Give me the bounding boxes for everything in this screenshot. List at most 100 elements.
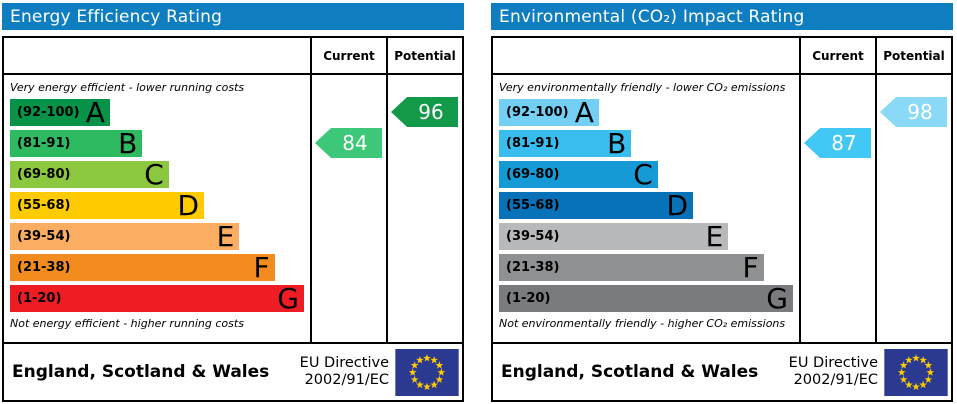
potential-column: 98 xyxy=(875,75,951,342)
band-range: (81-91) xyxy=(506,136,560,151)
eu-directive-label: EU Directive 2002/91/EC xyxy=(300,355,395,389)
band-letter: A xyxy=(85,96,105,129)
band-graph: Very environmentally friendly - lower CO… xyxy=(493,75,799,342)
band-range: (21-38) xyxy=(17,260,71,275)
rating-table: Current Potential Very environmentally f… xyxy=(491,36,953,402)
band-d: (55-68) D xyxy=(10,189,205,222)
current-rating-arrow: 84 xyxy=(315,128,382,158)
band-range: (55-68) xyxy=(17,198,71,213)
eu-directive-line2: 2002/91/EC xyxy=(304,372,389,388)
band-b: (81-91) B xyxy=(10,127,143,160)
band-row: (1-20) G xyxy=(499,282,793,315)
band-row: (92-100) A xyxy=(10,96,304,129)
region-label: England, Scotland & Wales xyxy=(501,362,759,382)
potential-rating-arrow: 96 xyxy=(391,97,458,127)
band-graph: Very energy efficient - lower running co… xyxy=(4,75,310,342)
band-row: (81-91) B xyxy=(499,127,793,160)
potential-rating-arrow: 98 xyxy=(880,97,947,127)
band-letter: G xyxy=(766,282,788,315)
band-d: (55-68) D xyxy=(499,189,694,222)
band-row: (69-80) C xyxy=(499,158,793,191)
band-range: (92-100) xyxy=(506,105,569,120)
band-range: (69-80) xyxy=(17,167,71,182)
environmental-impact-panel: Environmental (CO₂) Impact Rating Curren… xyxy=(491,3,953,402)
current-column: 84 xyxy=(310,75,386,342)
band-range: (69-80) xyxy=(506,167,560,182)
eu-directive-line1: EU Directive xyxy=(788,354,878,371)
band-b: (81-91) B xyxy=(499,127,632,160)
band-f: (21-38) F xyxy=(10,251,275,284)
band-row: (21-38) F xyxy=(10,251,304,284)
band-letter: F xyxy=(253,251,270,284)
band-row: (55-68) D xyxy=(10,189,304,222)
table-header-row: Current Potential xyxy=(493,38,951,75)
band-c: (69-80) C xyxy=(499,158,658,191)
band-f: (21-38) F xyxy=(499,251,764,284)
energy-efficiency-panel: Energy Efficiency Rating Current Potenti… xyxy=(2,3,464,402)
panel-title-bar: Energy Efficiency Rating xyxy=(2,3,464,30)
rating-table: Current Potential Very energy efficient … xyxy=(2,36,464,402)
band-e: (39-54) E xyxy=(499,220,729,253)
eu-directive-label: EU Directive 2002/91/EC xyxy=(789,355,884,389)
band-letter: G xyxy=(277,282,299,315)
potential-rating-value: 96 xyxy=(418,100,444,124)
band-g: (1-20) G xyxy=(10,282,304,315)
band-row: (39-54) E xyxy=(499,220,793,253)
band-letter: E xyxy=(705,220,724,253)
band-row: (92-100) A xyxy=(499,96,793,129)
eu-flag-icon xyxy=(884,348,948,396)
band-range: (39-54) xyxy=(506,229,560,244)
band-range: (21-38) xyxy=(506,260,560,275)
band-row: (81-91) B xyxy=(10,127,304,160)
eu-directive-line1: EU Directive xyxy=(299,354,389,371)
band-e: (39-54) E xyxy=(10,220,240,253)
band-letter: C xyxy=(144,158,164,191)
current-rating-arrow: 87 xyxy=(804,128,871,158)
current-rating-value: 84 xyxy=(342,131,368,155)
current-column-header: Current xyxy=(799,38,875,73)
top-caption: Very energy efficient - lower running co… xyxy=(10,81,245,94)
current-column: 87 xyxy=(799,75,875,342)
current-column-header: Current xyxy=(310,38,386,73)
table-footer: England, Scotland & Wales EU Directive 2… xyxy=(4,342,462,400)
band-letter: F xyxy=(742,251,759,284)
eu-flag-icon xyxy=(395,348,459,396)
panel-title: Energy Efficiency Rating xyxy=(10,6,223,27)
band-letter: B xyxy=(607,127,627,160)
band-g: (1-20) G xyxy=(499,282,793,315)
band-range: (81-91) xyxy=(17,136,71,151)
band-letter: C xyxy=(633,158,653,191)
top-caption: Very environmentally friendly - lower CO… xyxy=(499,81,786,94)
table-footer: England, Scotland & Wales EU Directive 2… xyxy=(493,342,951,400)
band-letter: B xyxy=(118,127,138,160)
band-row: (1-20) G xyxy=(10,282,304,315)
band-range: (55-68) xyxy=(506,198,560,213)
band-row: (39-54) E xyxy=(10,220,304,253)
band-letter: D xyxy=(666,189,689,222)
table-body: Very energy efficient - lower running co… xyxy=(4,75,462,342)
panel-title-bar: Environmental (CO₂) Impact Rating xyxy=(491,3,953,30)
table-header-row: Current Potential xyxy=(4,38,462,75)
band-letter: A xyxy=(574,96,594,129)
eu-directive-line2: 2002/91/EC xyxy=(793,372,878,388)
potential-column-header: Potential xyxy=(386,38,462,73)
band-range: (1-20) xyxy=(17,291,62,306)
band-letter: E xyxy=(216,220,235,253)
band-row: (55-68) D xyxy=(499,189,793,222)
band-range: (92-100) xyxy=(17,105,80,120)
table-body: Very environmentally friendly - lower CO… xyxy=(493,75,951,342)
panel-title: Environmental (CO₂) Impact Rating xyxy=(499,6,805,27)
band-letter: D xyxy=(177,189,200,222)
current-rating-value: 87 xyxy=(831,131,857,155)
potential-column-header: Potential xyxy=(875,38,951,73)
potential-column: 96 xyxy=(386,75,462,342)
band-range: (39-54) xyxy=(17,229,71,244)
graph-header-cell xyxy=(493,38,799,73)
band-range: (1-20) xyxy=(506,291,551,306)
bottom-caption: Not environmentally friendly - higher CO… xyxy=(499,317,786,330)
band-a: (92-100) A xyxy=(10,96,110,129)
band-c: (69-80) C xyxy=(10,158,169,191)
band-row: (21-38) F xyxy=(499,251,793,284)
bottom-caption: Not energy efficient - higher running co… xyxy=(10,317,244,330)
